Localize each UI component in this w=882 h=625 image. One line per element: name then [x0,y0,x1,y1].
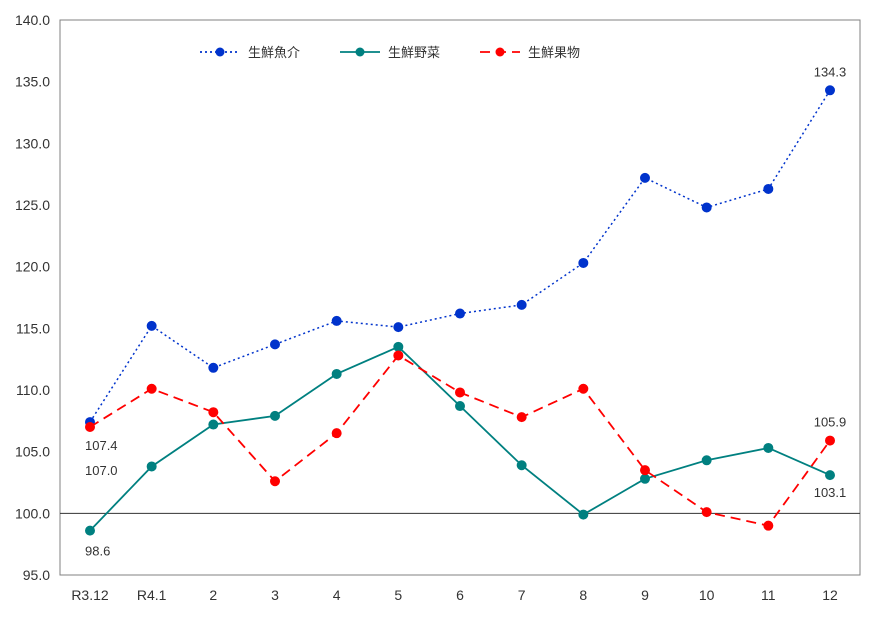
data-point [579,510,588,519]
x-tick-label: 4 [333,587,341,603]
data-point [641,173,650,182]
y-tick-label: 105.0 [15,444,50,460]
data-point [764,443,773,452]
y-tick-label: 100.0 [15,505,50,521]
x-tick-label: 12 [822,587,838,603]
y-tick-label: 110.0 [16,382,50,398]
x-tick-label: 10 [699,587,715,603]
legend-marker [496,48,505,57]
x-tick-label: 9 [641,587,649,603]
plot-area [60,20,860,575]
data-point [394,323,403,332]
data-point [826,86,835,95]
data-point [147,321,156,330]
data-point [826,436,835,445]
x-tick-label: 11 [761,587,776,603]
data-point [394,342,403,351]
data-point [209,363,218,372]
data-label: 107.0 [85,463,118,478]
data-point [394,351,403,360]
data-point [702,203,711,212]
data-point [86,423,95,432]
x-tick-label: 5 [394,587,402,603]
data-point [209,420,218,429]
data-point [271,477,280,486]
y-tick-label: 130.0 [15,135,50,151]
legend-label: 生鮮野菜 [388,45,440,60]
data-point [332,369,341,378]
y-tick-label: 115.0 [16,320,50,336]
data-point [456,402,465,411]
y-tick-label: 120.0 [15,259,50,275]
legend-marker [356,48,365,57]
x-tick-label: 8 [579,587,587,603]
y-tick-label: 95.0 [23,567,50,583]
data-point [517,413,526,422]
x-tick-label: 7 [518,587,526,603]
data-point [764,184,773,193]
data-label: 98.6 [85,544,110,559]
legend-marker [216,48,225,57]
data-point [641,474,650,483]
legend-label: 生鮮果物 [528,45,580,60]
y-tick-label: 125.0 [15,197,50,213]
data-point [147,462,156,471]
data-point [332,429,341,438]
data-point [764,521,773,530]
data-point [456,309,465,318]
data-point [271,340,280,349]
legend-label: 生鮮魚介 [248,45,300,60]
data-point [702,508,711,517]
x-tick-label: 2 [209,587,217,603]
x-tick-label: 3 [271,587,279,603]
data-point [147,384,156,393]
data-point [209,408,218,417]
line-chart: 95.0 100.0 105.0 110.0 115.0 120.0 125.0 130.0 1… [0,0,882,625]
data-label: 107.4 [85,438,118,453]
y-tick-label: 140.0 [15,12,50,28]
x-tick-label: R4.1 [137,587,167,603]
data-point [579,258,588,267]
data-point [517,461,526,470]
chart-container: 95.0 100.0 105.0 110.0 115.0 120.0 125.0 130.0 1… [0,0,882,625]
data-point [579,384,588,393]
data-label: 134.3 [814,64,847,79]
data-point [826,471,835,480]
x-tick-label: R3.12 [71,587,109,603]
data-label: 103.1 [814,485,847,500]
y-tick-label: 135.0 [15,74,50,90]
data-point [641,466,650,475]
data-point [332,316,341,325]
data-label: 105.9 [814,415,847,430]
x-tick-label: 6 [456,587,464,603]
data-point [517,300,526,309]
data-point [271,411,280,420]
data-point [86,526,95,535]
data-point [702,456,711,465]
data-point [456,388,465,397]
